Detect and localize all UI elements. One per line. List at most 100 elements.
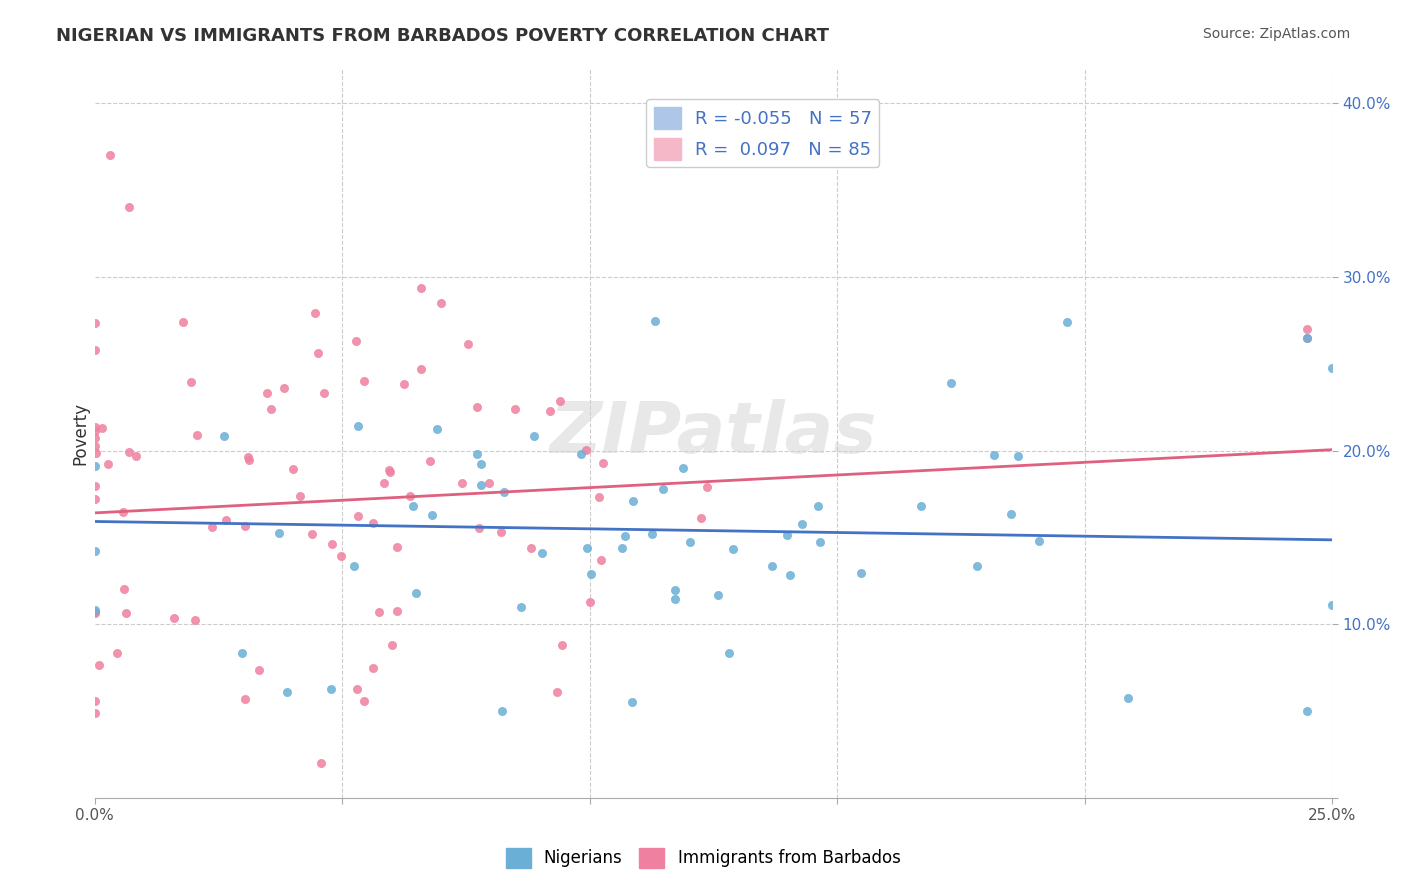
Point: [312, 385, 335, 400]
Point: [550, 638, 572, 652]
Point: [790, 516, 813, 531]
Point: [520, 541, 543, 555]
Point: [309, 756, 332, 771]
Point: [538, 404, 561, 418]
Point: [1000, 507, 1022, 521]
Point: [1116, 691, 1139, 706]
Point: [118, 445, 141, 459]
Point: [184, 613, 207, 627]
Point: [707, 589, 730, 603]
Point: [118, 201, 141, 215]
Point: [83, 439, 105, 453]
Point: [373, 475, 395, 490]
Point: [347, 419, 370, 434]
Point: [465, 447, 488, 461]
Point: [419, 453, 441, 467]
Point: [353, 694, 375, 708]
Legend: R = -0.055   N = 57, R =  0.097   N = 85: R = -0.055 N = 57, R = 0.097 N = 85: [647, 99, 879, 167]
Point: [1296, 322, 1319, 336]
Point: [380, 465, 402, 479]
Point: [849, 566, 872, 581]
Point: [83, 431, 105, 445]
Point: [307, 346, 329, 360]
Point: [576, 541, 599, 555]
Point: [531, 546, 554, 560]
Point: [430, 296, 453, 310]
Point: [399, 489, 422, 503]
Point: [378, 463, 401, 477]
Point: [652, 482, 675, 496]
Point: [510, 599, 533, 614]
Point: [172, 315, 194, 329]
Point: [83, 458, 105, 473]
Point: [215, 513, 238, 527]
Point: [162, 611, 184, 625]
Point: [579, 595, 602, 609]
Point: [353, 374, 375, 388]
Point: [589, 552, 612, 566]
Point: [672, 461, 695, 475]
Point: [273, 381, 295, 395]
Point: [343, 558, 366, 573]
Point: [409, 362, 432, 376]
Point: [679, 535, 702, 549]
Point: [180, 375, 202, 389]
Point: [467, 400, 489, 414]
Point: [361, 661, 384, 675]
Point: [112, 505, 135, 519]
Point: [231, 646, 253, 660]
Point: [569, 447, 592, 461]
Point: [503, 402, 526, 417]
Point: [368, 605, 391, 619]
Point: [201, 520, 224, 534]
Point: [83, 343, 105, 357]
Point: [301, 526, 323, 541]
Point: [718, 646, 741, 660]
Point: [1296, 331, 1319, 345]
Point: [83, 607, 105, 621]
Point: [304, 306, 326, 320]
Point: [346, 681, 368, 696]
Point: [107, 646, 129, 660]
Text: NIGERIAN VS IMMIGRANTS FROM BARBADOS POVERTY CORRELATION CHART: NIGERIAN VS IMMIGRANTS FROM BARBADOS POV…: [56, 27, 830, 45]
Point: [83, 706, 105, 721]
Point: [347, 509, 370, 524]
Point: [186, 427, 208, 442]
Point: [98, 148, 121, 162]
Point: [281, 462, 304, 476]
Point: [806, 500, 828, 514]
Point: [468, 521, 491, 535]
Point: [1056, 315, 1078, 329]
Point: [588, 490, 610, 504]
Point: [613, 528, 636, 542]
Point: [522, 429, 544, 443]
Y-axis label: Poverty: Poverty: [72, 401, 89, 465]
Point: [575, 443, 598, 458]
Point: [779, 567, 801, 582]
Point: [1028, 534, 1050, 549]
Point: [256, 385, 278, 400]
Point: [664, 591, 686, 606]
Point: [83, 424, 105, 438]
Point: [420, 508, 443, 522]
Point: [83, 420, 105, 434]
Point: [83, 603, 105, 617]
Point: [269, 526, 291, 541]
Point: [344, 334, 367, 348]
Point: [84, 446, 107, 460]
Point: [621, 494, 644, 508]
Point: [97, 457, 120, 471]
Point: [276, 685, 298, 699]
Point: [641, 527, 664, 541]
Point: [1296, 331, 1319, 345]
Point: [238, 453, 260, 467]
Point: [808, 534, 831, 549]
Point: [776, 528, 799, 542]
Point: [491, 704, 513, 718]
Point: [689, 510, 711, 524]
Point: [115, 606, 138, 620]
Point: [409, 281, 432, 295]
Text: Source: ZipAtlas.com: Source: ZipAtlas.com: [1202, 27, 1350, 41]
Point: [392, 376, 415, 391]
Point: [83, 316, 105, 330]
